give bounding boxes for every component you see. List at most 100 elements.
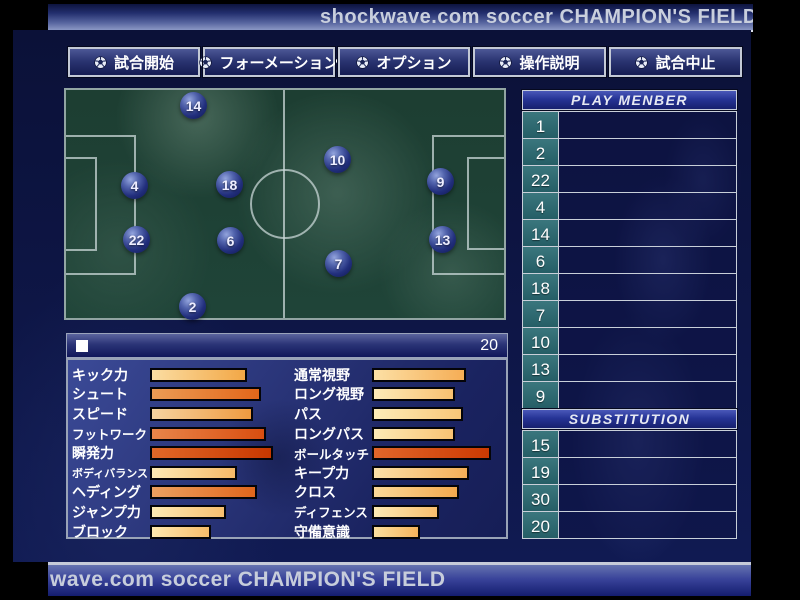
player-marker[interactable]: 18 [216, 171, 243, 198]
stat-bar [150, 446, 273, 461]
player-marker[interactable]: 22 [123, 226, 150, 253]
roster-row[interactable]: 10 [523, 328, 736, 355]
roster-name-cell[interactable] [559, 355, 736, 381]
window-title: shockwave.com soccer CHAMPION'S FIELD [320, 6, 753, 28]
menu-label: 試合開始 [113, 54, 174, 72]
roster-name-cell[interactable] [559, 382, 736, 408]
roster-name-cell[interactable] [559, 139, 736, 165]
stat-label: 瞬発力 [72, 445, 114, 462]
stat-label: ジャンプ力 [72, 503, 141, 520]
play-member-header: PLAY MENBER [521, 89, 738, 111]
help-button[interactable]: 操作説明 [472, 46, 607, 78]
stat-bar [372, 367, 466, 382]
player-marker[interactable]: 7 [325, 250, 352, 277]
roster-row[interactable]: 18 [523, 274, 736, 301]
roster-row[interactable]: 9 [523, 382, 736, 408]
goal-area-left [66, 157, 97, 251]
player-marker[interactable]: 6 [217, 227, 244, 254]
stat-label: 守備意識 [294, 523, 350, 540]
menu-bar: 試合開始 フォーメーション オプション 操作説明 試合中止 [67, 46, 743, 78]
soccer-ball-icon [635, 55, 649, 69]
stat-bar [372, 446, 491, 461]
roster-number: 18 [523, 274, 559, 300]
player-marker[interactable]: 9 [427, 168, 454, 195]
stats-column-right: 通常視野 ロング視野 パス ロングパス ボールタッチ キープ力 クロス ディフェ… [294, 365, 506, 541]
roster-name-cell[interactable] [559, 301, 736, 327]
substitution-title: SUBSTITUTION [568, 411, 691, 427]
formation-button[interactable]: フォーメーション [199, 46, 339, 78]
roster-row[interactable]: 20 [523, 512, 736, 538]
play-member-table: 1 2 22 4 14 6 18 7 10 13 9 [522, 111, 737, 409]
roster-name-cell[interactable] [559, 485, 736, 511]
player-marker[interactable]: 4 [121, 172, 148, 199]
stat-bar [372, 504, 439, 519]
roster-number: 6 [523, 247, 559, 273]
start-match-button[interactable]: 試合開始 [67, 46, 201, 78]
roster-row[interactable]: 19 [523, 458, 736, 485]
soccer-field: 14 10 4 18 9 22 6 13 7 2 [64, 88, 506, 320]
soccer-ball-icon [499, 55, 513, 69]
roster-row[interactable]: 4 [523, 193, 736, 220]
stat-label: キック力 [72, 366, 128, 383]
roster-name-cell[interactable] [559, 166, 736, 192]
abort-match-button[interactable]: 試合中止 [608, 46, 743, 78]
menu-label: オプション [376, 54, 452, 72]
roster-row[interactable]: 22 [523, 166, 736, 193]
stat-label: ディフェンス [294, 506, 368, 521]
roster-name-cell[interactable] [559, 328, 736, 354]
stat-label: パス [294, 405, 322, 422]
penalty-box-left [66, 135, 136, 275]
roster-number: 14 [523, 220, 559, 246]
stat-bar [372, 387, 455, 402]
roster-number: 4 [523, 193, 559, 219]
options-button[interactable]: オプション [337, 46, 471, 78]
roster-row[interactable]: 30 [523, 485, 736, 512]
roster-number: 1 [523, 112, 559, 138]
stat-label: シュート [72, 386, 128, 403]
roster-name-cell[interactable] [559, 274, 736, 300]
stat-label: ボディバランス [72, 467, 149, 480]
menu-label: 操作説明 [519, 54, 580, 72]
stat-bar [150, 504, 226, 519]
stat-bar [372, 406, 463, 421]
stat-label: キープ力 [294, 464, 350, 481]
roster-name-cell[interactable] [559, 220, 736, 246]
title-bar: shockwave.com soccer CHAMPION'S FIELD [48, 4, 753, 32]
substitution-header: SUBSTITUTION [521, 408, 738, 430]
roster-name-cell[interactable] [559, 112, 736, 138]
player-marker[interactable]: 10 [324, 146, 351, 173]
roster-name-cell[interactable] [559, 247, 736, 273]
penalty-box-right [432, 135, 504, 275]
substitution-table: 15 19 30 20 [522, 430, 737, 539]
roster-row[interactable]: 1 [523, 112, 736, 139]
stat-bar [150, 524, 211, 539]
roster-name-cell[interactable] [559, 512, 736, 538]
roster-row[interactable]: 13 [523, 355, 736, 382]
menu-label: 試合中止 [655, 54, 716, 72]
roster-row[interactable]: 15 [523, 431, 736, 458]
roster-row[interactable]: 14 [523, 220, 736, 247]
stat-label: フットワーク [72, 428, 148, 443]
roster-number: 15 [523, 431, 559, 457]
stat-bar [150, 367, 247, 382]
stats-panel: キック力 シュート スピード フットワーク 瞬発力 ボディバランス ヘディング … [66, 358, 508, 541]
soccer-ball-icon [199, 55, 213, 69]
player-marker[interactable]: 2 [179, 293, 206, 320]
stat-label: ロング視野 [294, 386, 364, 403]
roster-row[interactable]: 7 [523, 301, 736, 328]
roster-row[interactable]: 2 [523, 139, 736, 166]
menu-label: フォーメーション [219, 54, 339, 72]
roster-name-cell[interactable] [559, 458, 736, 484]
roster-name-cell[interactable] [559, 431, 736, 457]
player-marker[interactable]: 13 [429, 226, 456, 253]
roster-name-cell[interactable] [559, 193, 736, 219]
stat-label: ブロック [72, 523, 128, 540]
player-marker[interactable]: 14 [180, 92, 207, 119]
stat-bar [150, 485, 257, 500]
soccer-ball-icon [356, 55, 370, 69]
stat-bar [372, 485, 459, 500]
stat-bar [150, 387, 261, 402]
stat-bar [150, 406, 253, 421]
roster-row[interactable]: 6 [523, 247, 736, 274]
